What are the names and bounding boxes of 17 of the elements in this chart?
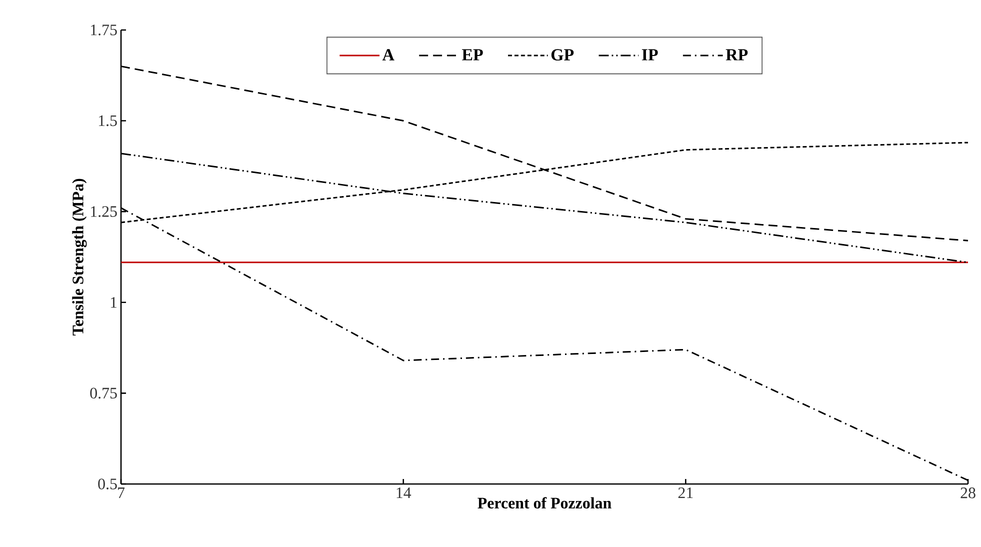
x-tick-label: 14 <box>396 488 412 498</box>
legend-label: GP <box>551 49 574 61</box>
legend-label: EP <box>462 49 483 60</box>
legend-label: RP <box>726 49 748 60</box>
y-axis-title: Tensile Strength (MPa) <box>72 178 87 336</box>
x-tick-label: 7 <box>118 488 125 498</box>
legend-label: IP <box>642 49 658 60</box>
y-tick-label: 1 <box>110 297 117 308</box>
y-tick-label: 1.25 <box>91 206 117 217</box>
y-tick-label: 0.75 <box>90 388 117 399</box>
y-tick-label: 1.5 <box>98 115 117 126</box>
x-axis-title: Percent of Pozzolan <box>478 497 612 509</box>
x-tick-label: 28 <box>960 488 976 498</box>
y-tick-label: 0.5 <box>98 478 117 490</box>
x-tick-label: 21 <box>678 488 693 498</box>
y-tick-label: 1.75 <box>91 24 117 36</box>
legend-label: A <box>382 49 394 60</box>
